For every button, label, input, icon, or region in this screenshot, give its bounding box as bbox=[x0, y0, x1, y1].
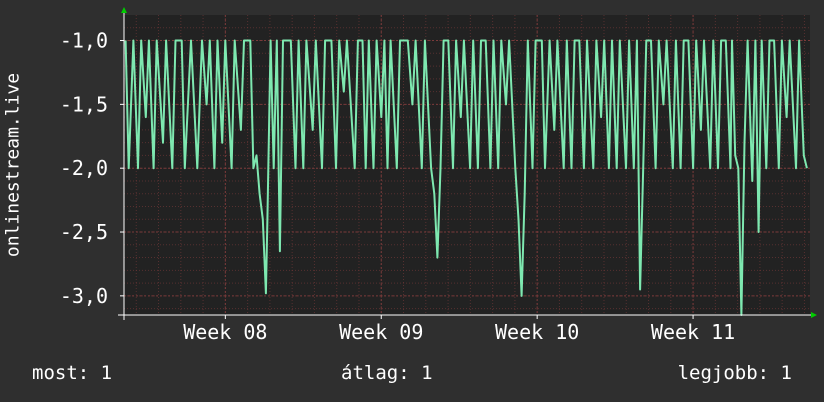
y-axis-ticks: -1,0 -1,5 -2,0 -2,5 -3,0 bbox=[60, 29, 124, 308]
series-line bbox=[124, 39, 808, 316]
stat-best-label: legjobb: bbox=[677, 362, 770, 384]
stat-average-value: 1 bbox=[421, 362, 433, 384]
stat-best-value: 1 bbox=[780, 362, 792, 384]
stat-now: most: 1 bbox=[32, 362, 112, 384]
y-axis-arrow-icon bbox=[121, 7, 127, 13]
x-tick-label: Week 08 bbox=[183, 320, 267, 344]
y-tick-label: -2,5 bbox=[60, 220, 108, 244]
y-tick-label: -3,0 bbox=[60, 284, 108, 308]
y-tick-label: -2,0 bbox=[60, 156, 108, 180]
x-axis-arrow-icon bbox=[811, 312, 817, 318]
stat-now-label: most: bbox=[32, 362, 90, 384]
y-tick-label: -1,5 bbox=[60, 92, 108, 116]
x-axis-ticks: Week 08 Week 09 Week 10 Week 11 bbox=[183, 315, 735, 344]
x-tick-label: Week 11 bbox=[651, 320, 735, 344]
y-axis-label: onlinestream.live bbox=[2, 72, 24, 258]
x-tick-label: Week 09 bbox=[339, 320, 423, 344]
y-tick-label: -1,0 bbox=[60, 29, 108, 53]
stat-average-label: átlag: bbox=[341, 362, 410, 384]
stat-best: legjobb: 1 bbox=[678, 362, 792, 384]
x-tick-label: Week 10 bbox=[495, 320, 579, 344]
stat-average: átlag: 1 bbox=[341, 362, 433, 384]
stat-now-value: 1 bbox=[100, 362, 113, 384]
